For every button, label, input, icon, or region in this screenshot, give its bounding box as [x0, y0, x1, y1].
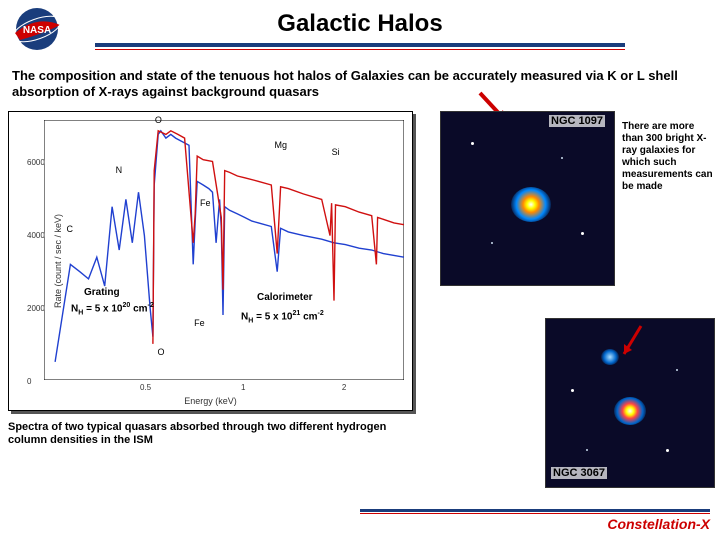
feature-label: N	[116, 165, 123, 175]
plot-axes	[44, 120, 404, 380]
nasa-logo: NASA	[10, 5, 65, 53]
feature-label: Mg	[274, 140, 287, 150]
feature-label: C	[67, 224, 74, 234]
ytick: 2000	[27, 304, 45, 313]
xlabel: Energy (keV)	[184, 396, 237, 406]
intro-text: The composition and state of the tenuous…	[0, 60, 720, 103]
feature-label: Fe	[200, 198, 211, 208]
xtick: 0.5	[140, 383, 151, 392]
galaxy1-label: NGC 1097	[549, 115, 605, 127]
title-underline	[95, 43, 625, 50]
xtick: 2	[342, 383, 346, 392]
nh-blue: NH = 5 x 1020 cm-2	[71, 302, 154, 316]
feature-label: Si	[332, 147, 340, 157]
ytick: 6000	[27, 158, 45, 167]
svg-text:NASA: NASA	[23, 25, 51, 36]
feature-label: O	[157, 347, 164, 357]
feature-label: Fe	[194, 318, 205, 328]
galaxy2-label: NGC 3067	[551, 467, 607, 479]
caption-text: Spectra of two typical quasars absorbed …	[8, 421, 408, 447]
feature-label: O	[155, 115, 162, 125]
grating-label: Grating	[84, 287, 120, 298]
footer: Constellation-X	[360, 509, 710, 532]
page-title: Galactic Halos	[0, 0, 720, 38]
ytick: 0	[27, 377, 31, 386]
nh-red: NH = 5 x 1021 cm-2	[241, 310, 324, 324]
content-area: Rate (count / sec / keV) Energy (keV) Gr…	[0, 103, 720, 498]
footer-label: Constellation-X	[360, 516, 710, 532]
galaxy-image-2: NGC 3067	[545, 318, 715, 488]
calorimeter-label: Calorimeter	[257, 292, 313, 303]
spectrum-plot: Rate (count / sec / keV) Energy (keV) Gr…	[8, 111, 413, 411]
xtick: 1	[241, 383, 245, 392]
galaxy-image-1: NGC 1097	[440, 111, 615, 286]
sidebar-text: There are more than 300 bright X-ray gal…	[622, 121, 715, 193]
ytick: 4000	[27, 231, 45, 240]
